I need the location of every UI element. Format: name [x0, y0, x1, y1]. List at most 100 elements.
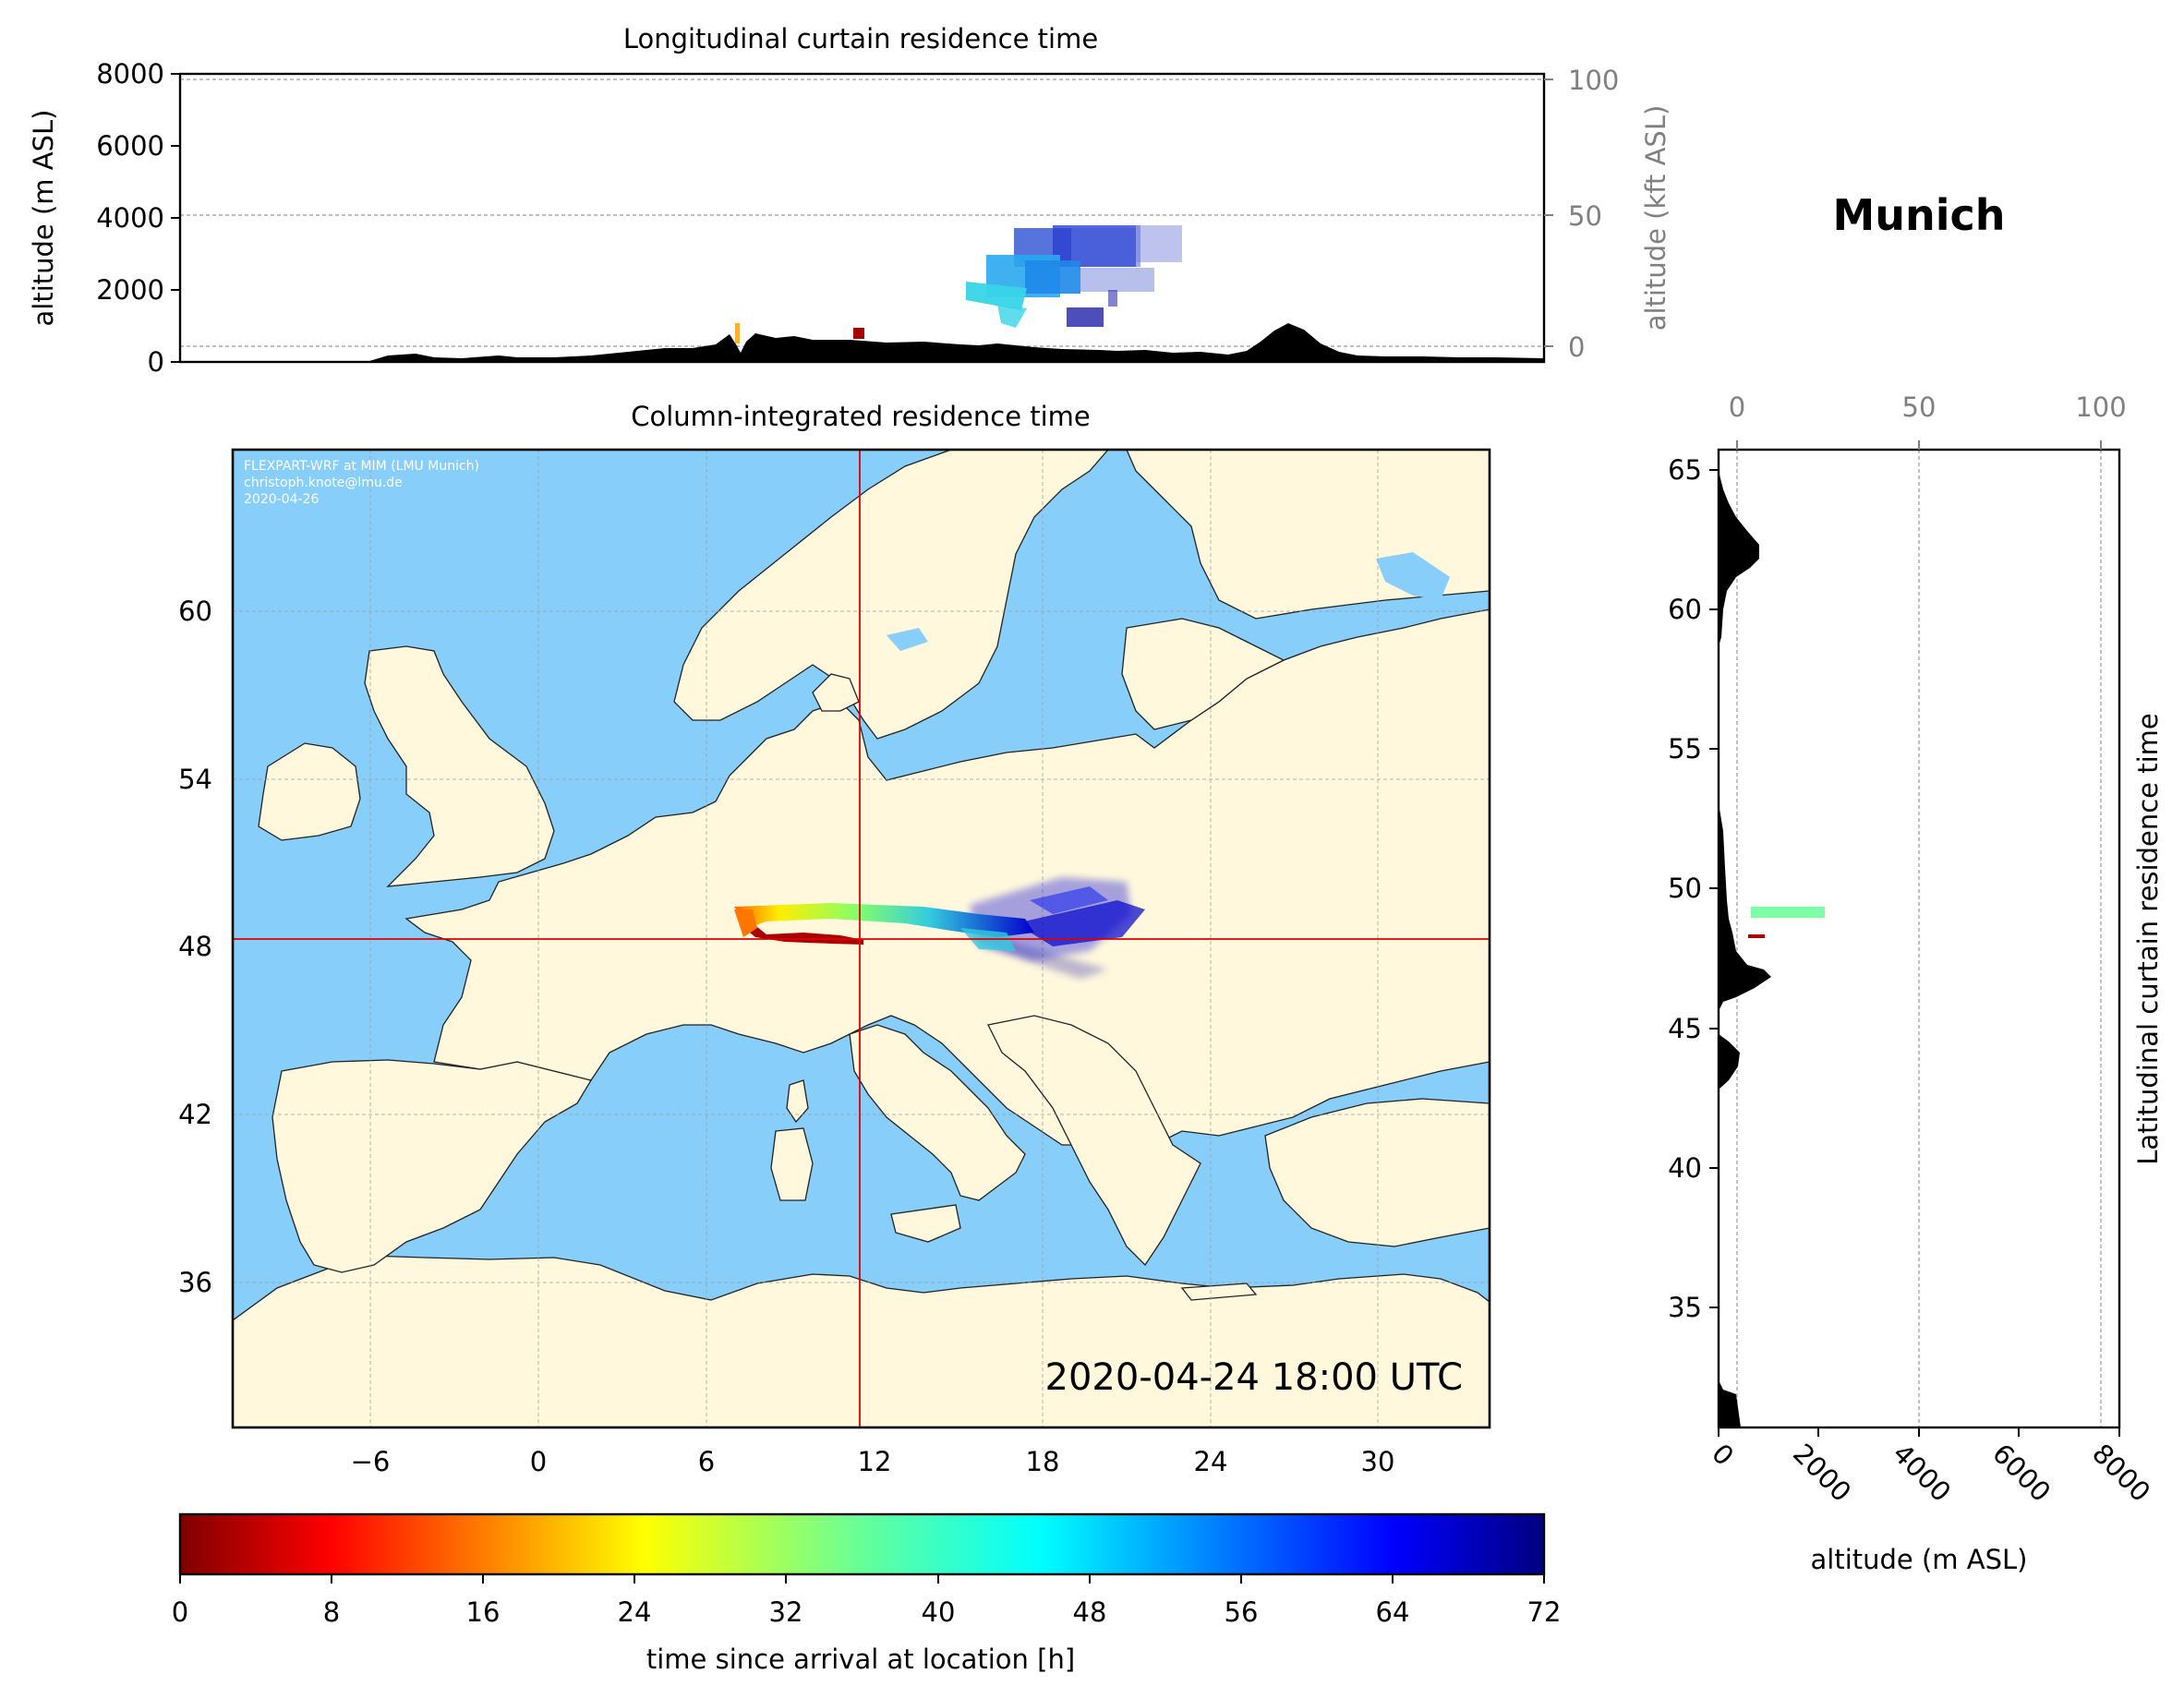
map-gridlines	[233, 450, 1490, 1427]
land	[233, 450, 1490, 1427]
colorbar-gradient	[178, 1512, 1546, 1576]
land-balkans	[987, 1015, 1201, 1267]
land-italy	[849, 1024, 1026, 1201]
xtick-label: 0	[1706, 1438, 1740, 1472]
ytick-label: 65	[1668, 454, 1702, 486]
xtick-label: 0	[530, 1446, 547, 1477]
longitudinal-axes-frame	[178, 72, 1546, 364]
secondary-ytick-label: 100	[1568, 65, 1619, 96]
colorbar-tick-label: 0	[172, 1596, 188, 1628]
xtick-label: 8000	[2086, 1438, 2156, 1508]
xtick-label: 4000	[1887, 1438, 1957, 1508]
latitudinal-title: Latitudinal curtain residence time	[2132, 713, 2164, 1165]
ytick-label: 40	[1668, 1152, 1702, 1184]
ytick-label: 36	[178, 1267, 212, 1298]
longitudinal-secondary-yticks: 0 50 100	[1544, 65, 1619, 363]
colorbar-label: time since arrival at location [h]	[646, 1644, 1075, 1675]
ytick-label: 6000	[96, 130, 164, 162]
latitudinal-axes-frame	[1717, 448, 2121, 1429]
latitudinal-terrain	[1719, 450, 1771, 1427]
latitudinal-curtain-panel: 35 40 45 50 55 60 65 0 2000 4000 6000 80…	[1668, 391, 2164, 1575]
xtick-label: 18	[1026, 1446, 1060, 1477]
land-denmark	[812, 673, 860, 712]
colorbar-tick-label: 8	[323, 1596, 340, 1628]
location-title: Munich	[1832, 190, 2005, 240]
land-britain	[364, 645, 555, 887]
latitudinal-plume	[1748, 934, 1765, 938]
land-baltics	[1121, 618, 1285, 730]
colorbar-tick-label: 64	[1376, 1596, 1410, 1628]
colorbar-ticks: 0 8 16 24 32 40 48 56 64 72	[172, 1596, 1562, 1628]
ytick-label: 54	[178, 764, 212, 795]
xtick-label: 6000	[1986, 1438, 2057, 1508]
ytick-label: 0	[148, 346, 164, 378]
map-title: Column-integrated residence time	[631, 401, 1091, 432]
xtick-label: 30	[1361, 1446, 1395, 1477]
colorbar: 0 8 16 24 32 40 48 56 64 72 time since a…	[172, 1512, 1562, 1675]
terrain-profile	[180, 323, 1544, 362]
ytick-label: 2000	[96, 274, 164, 306]
land-sicily	[890, 1204, 961, 1243]
map-panel: Column-integrated residence time	[178, 401, 1491, 1477]
map-frame	[231, 448, 1491, 1429]
ytick-label: 4000	[96, 202, 164, 234]
ytick-label: 60	[178, 596, 212, 627]
latitudinal-xlabel: altitude (m ASL)	[1811, 1544, 2028, 1575]
land-mainland	[404, 608, 1490, 1164]
longitudinal-secondary-ylabel: altitude (kft ASL)	[1640, 105, 1671, 331]
colorbar-tick-label: 32	[769, 1596, 803, 1628]
latitudinal-xticks: 0 2000 4000 6000 8000	[1706, 1427, 2156, 1508]
longitudinal-curtain-panel: Longitudinal curtain residence time	[28, 23, 1671, 378]
ytick-label: 50	[1668, 873, 1702, 904]
longitudinal-ylabel: altitude (m ASL)	[28, 110, 59, 327]
secondary-ytick-label: 50	[1568, 200, 1602, 232]
credit-line: FLEXPART-WRF at MIM (LMU Munich)	[244, 459, 479, 474]
land-sardinia	[770, 1127, 814, 1201]
map-xticks: −6 0 6 12 18 24 30	[351, 1446, 1395, 1477]
latitudinal-yticks: 35 40 45 50 55 60 65	[1668, 454, 1719, 1323]
colorbar-tick-marks	[179, 1574, 1545, 1584]
ytick-label: 60	[1668, 594, 1702, 625]
xtick-label: 2000	[1787, 1438, 1857, 1508]
ytick-label: 8000	[96, 58, 164, 90]
xtick-label: 12	[858, 1446, 892, 1477]
secondary-ytick-label: 0	[1568, 331, 1585, 363]
colorbar-tick-label: 48	[1073, 1596, 1107, 1628]
colorbar-tick-label: 16	[466, 1596, 501, 1628]
ytick-label: 42	[178, 1099, 212, 1130]
land-iberia	[271, 1059, 593, 1273]
secondary-xtick-label: 0	[1729, 391, 1745, 423]
curtain-plume	[735, 225, 1182, 343]
ytick-label: 45	[1668, 1013, 1702, 1044]
latitudinal-gridlines	[1736, 450, 2102, 1427]
latitudinal-secondary-xticks: 0 50 100	[1729, 391, 2127, 450]
map-credit: FLEXPART-WRF at MIM (LMU Munich) christo…	[244, 459, 479, 507]
xtick-label: 24	[1194, 1446, 1228, 1477]
credit-line: christoph.knote@lmu.de	[244, 476, 403, 490]
latitudinal-plume	[1751, 907, 1825, 918]
timestamp-label: 2020-04-24 18:00 UTC	[1045, 1356, 1463, 1399]
secondary-xtick-label: 100	[2075, 391, 2126, 423]
land-turkey	[1264, 1098, 1490, 1247]
colorbar-tick-label: 40	[922, 1596, 956, 1628]
land-scandinavia	[673, 450, 1109, 740]
xtick-label: 6	[698, 1446, 715, 1477]
land-africa	[233, 1255, 1490, 1427]
ytick-label: 35	[1668, 1292, 1702, 1323]
xtick-label: −6	[351, 1446, 391, 1477]
longitudinal-title: Longitudinal curtain residence time	[623, 23, 1098, 54]
credit-line: 2020-04-26	[244, 492, 319, 507]
colorbar-tick-label: 24	[618, 1596, 652, 1628]
land-ireland	[258, 742, 361, 841]
map-yticks: 36 42 48 54 60	[178, 596, 212, 1298]
longitudinal-yticks: 0 2000 4000 6000 8000	[96, 58, 180, 378]
land-crete	[1180, 1283, 1258, 1301]
lake	[1376, 552, 1450, 600]
lake	[887, 628, 928, 651]
colorbar-tick-label: 72	[1527, 1596, 1562, 1628]
ytick-label: 48	[178, 931, 212, 962]
secondary-xtick-label: 50	[1902, 391, 1937, 423]
ytick-label: 55	[1668, 733, 1702, 765]
colorbar-tick-label: 56	[1225, 1596, 1259, 1628]
